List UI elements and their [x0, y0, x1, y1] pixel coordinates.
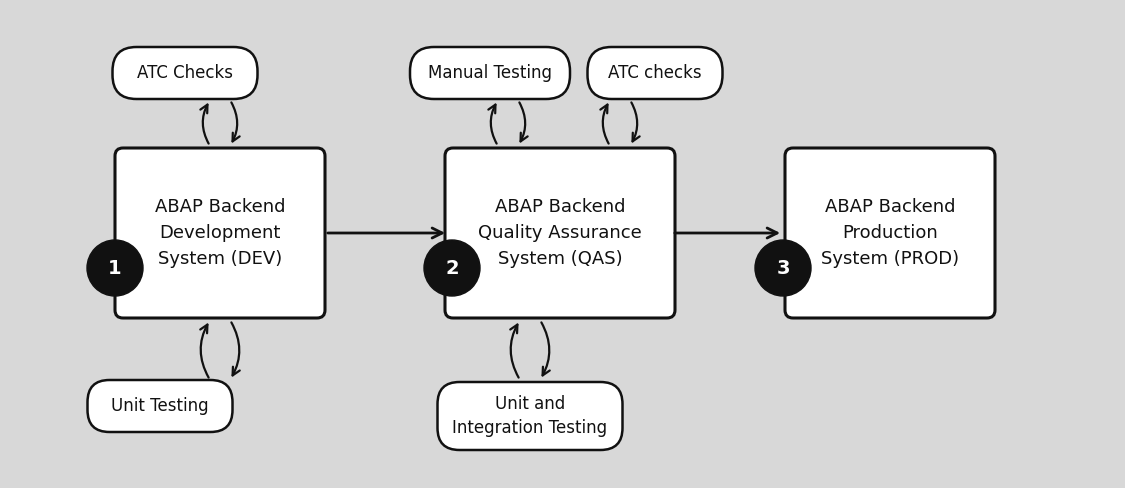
- Text: ATC checks: ATC checks: [609, 64, 702, 82]
- Text: ABAP Backend
Development
System (DEV): ABAP Backend Development System (DEV): [155, 198, 286, 268]
- FancyBboxPatch shape: [410, 47, 570, 99]
- Text: ATC Checks: ATC Checks: [137, 64, 233, 82]
- Circle shape: [424, 240, 480, 296]
- Text: ABAP Backend
Production
System (PROD): ABAP Backend Production System (PROD): [821, 198, 958, 268]
- Text: 3: 3: [776, 259, 790, 278]
- Circle shape: [755, 240, 811, 296]
- FancyBboxPatch shape: [88, 380, 233, 432]
- FancyBboxPatch shape: [112, 47, 258, 99]
- Text: 2: 2: [446, 259, 459, 278]
- FancyBboxPatch shape: [115, 148, 325, 318]
- Text: Manual Testing: Manual Testing: [428, 64, 552, 82]
- Text: Unit Testing: Unit Testing: [111, 397, 209, 415]
- Circle shape: [87, 240, 143, 296]
- FancyBboxPatch shape: [446, 148, 675, 318]
- FancyBboxPatch shape: [587, 47, 722, 99]
- Text: 1: 1: [108, 259, 122, 278]
- FancyBboxPatch shape: [785, 148, 994, 318]
- Text: Unit and
Integration Testing: Unit and Integration Testing: [452, 395, 608, 437]
- Text: ABAP Backend
Quality Assurance
System (QAS): ABAP Backend Quality Assurance System (Q…: [478, 198, 642, 268]
- FancyBboxPatch shape: [438, 382, 622, 450]
